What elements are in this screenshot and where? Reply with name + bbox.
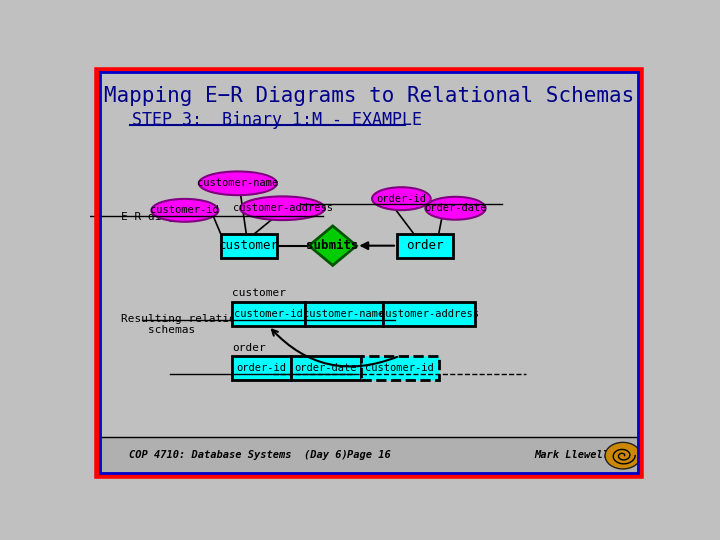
Ellipse shape — [240, 197, 325, 220]
Text: customer-id: customer-id — [150, 205, 219, 215]
Text: COP 4710: Database Systems  (Day 6): COP 4710: Database Systems (Day 6) — [129, 450, 348, 460]
Text: customer-name: customer-name — [197, 178, 279, 188]
Text: order-id: order-id — [237, 363, 287, 373]
Bar — [233, 302, 305, 326]
Circle shape — [605, 442, 641, 469]
Bar — [397, 234, 453, 258]
Text: customer: customer — [233, 288, 287, 299]
Text: order: order — [406, 239, 444, 252]
Text: customer-address: customer-address — [379, 309, 479, 319]
Text: order: order — [233, 342, 266, 353]
Bar — [291, 356, 361, 380]
Text: customer-id: customer-id — [365, 363, 434, 373]
Bar — [100, 436, 638, 473]
Ellipse shape — [199, 172, 277, 195]
Text: submits: submits — [307, 239, 359, 252]
Bar — [305, 302, 383, 326]
Text: customer-id: customer-id — [234, 309, 303, 319]
Text: customer-address: customer-address — [233, 203, 333, 213]
Polygon shape — [309, 226, 356, 266]
Bar — [233, 356, 291, 380]
Ellipse shape — [151, 199, 218, 222]
Text: order-date: order-date — [294, 363, 357, 373]
Text: Mapping E−R Diagrams to Relational Schemas: Mapping E−R Diagrams to Relational Schem… — [104, 86, 634, 106]
Bar — [383, 302, 475, 326]
Text: order-date: order-date — [424, 203, 487, 213]
Text: E−R diagram: E−R diagram — [121, 212, 195, 221]
Ellipse shape — [372, 187, 431, 210]
Text: customer: customer — [219, 239, 279, 252]
Text: Page 16: Page 16 — [347, 450, 391, 460]
Text: STEP 3:  Binary 1:M - EXAMPLE: STEP 3: Binary 1:M - EXAMPLE — [132, 111, 422, 129]
Text: customer-name: customer-name — [303, 309, 384, 319]
Ellipse shape — [426, 197, 485, 220]
Text: order-id: order-id — [377, 194, 426, 204]
Bar — [361, 356, 438, 380]
Text: Resulting relation
    schemas: Resulting relation schemas — [121, 314, 242, 335]
Text: Mark Llewellyn: Mark Llewellyn — [534, 450, 622, 460]
Bar — [221, 234, 277, 258]
